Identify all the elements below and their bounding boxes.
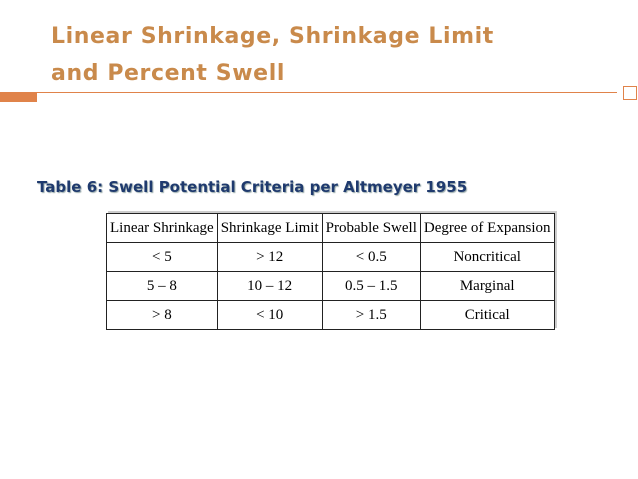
table-cell: Marginal	[419, 271, 555, 301]
table-cell: > 8	[106, 300, 218, 330]
table-cell: < 5	[106, 242, 218, 272]
slide-title: Linear Shrinkage, Shrinkage Limit and Pe…	[51, 18, 494, 92]
table-row: < 5 > 12 < 0.5 Noncritical	[106, 242, 555, 272]
accent-box	[623, 86, 637, 100]
table-cell: > 12	[216, 242, 323, 272]
table-cell: < 10	[216, 300, 323, 330]
table-body: < 5 > 12 < 0.5 Noncritical 5 – 8 10 – 12 0.5 –…	[106, 242, 555, 330]
title-line: Linear Shrinkage, Shrinkage Limit	[51, 24, 494, 49]
table-cell: 0.5 – 1.5	[321, 271, 421, 301]
criteria-table: Linear Shrinkage Shrinkage Limit Probable …	[106, 213, 555, 330]
column-header: Degree of Expansion	[419, 213, 555, 243]
table-row: 5 – 8 10 – 12 0.5 – 1.5 Marginal	[106, 271, 555, 301]
column-header: Shrinkage Limit	[216, 213, 323, 243]
table-cell: < 0.5	[321, 242, 421, 272]
table-cell: > 1.5	[321, 300, 421, 330]
column-header: Linear Shrinkage	[106, 213, 218, 243]
table-cell: Noncritical	[419, 242, 555, 272]
table-cell: Critical	[419, 300, 555, 330]
divider-line	[37, 92, 617, 93]
accent-bar	[0, 92, 37, 102]
column-header: Probable Swell	[321, 213, 421, 243]
table-cell: 5 – 8	[106, 271, 218, 301]
header-row: Linear Shrinkage Shrinkage Limit Probable …	[106, 213, 555, 243]
table-caption: Table 6: Swell Potential Criteria per Al…	[37, 178, 468, 196]
title-line: and Percent Swell	[51, 61, 285, 86]
table-row: > 8 < 10 > 1.5 Critical	[106, 300, 555, 330]
table-cell: 10 – 12	[216, 271, 323, 301]
